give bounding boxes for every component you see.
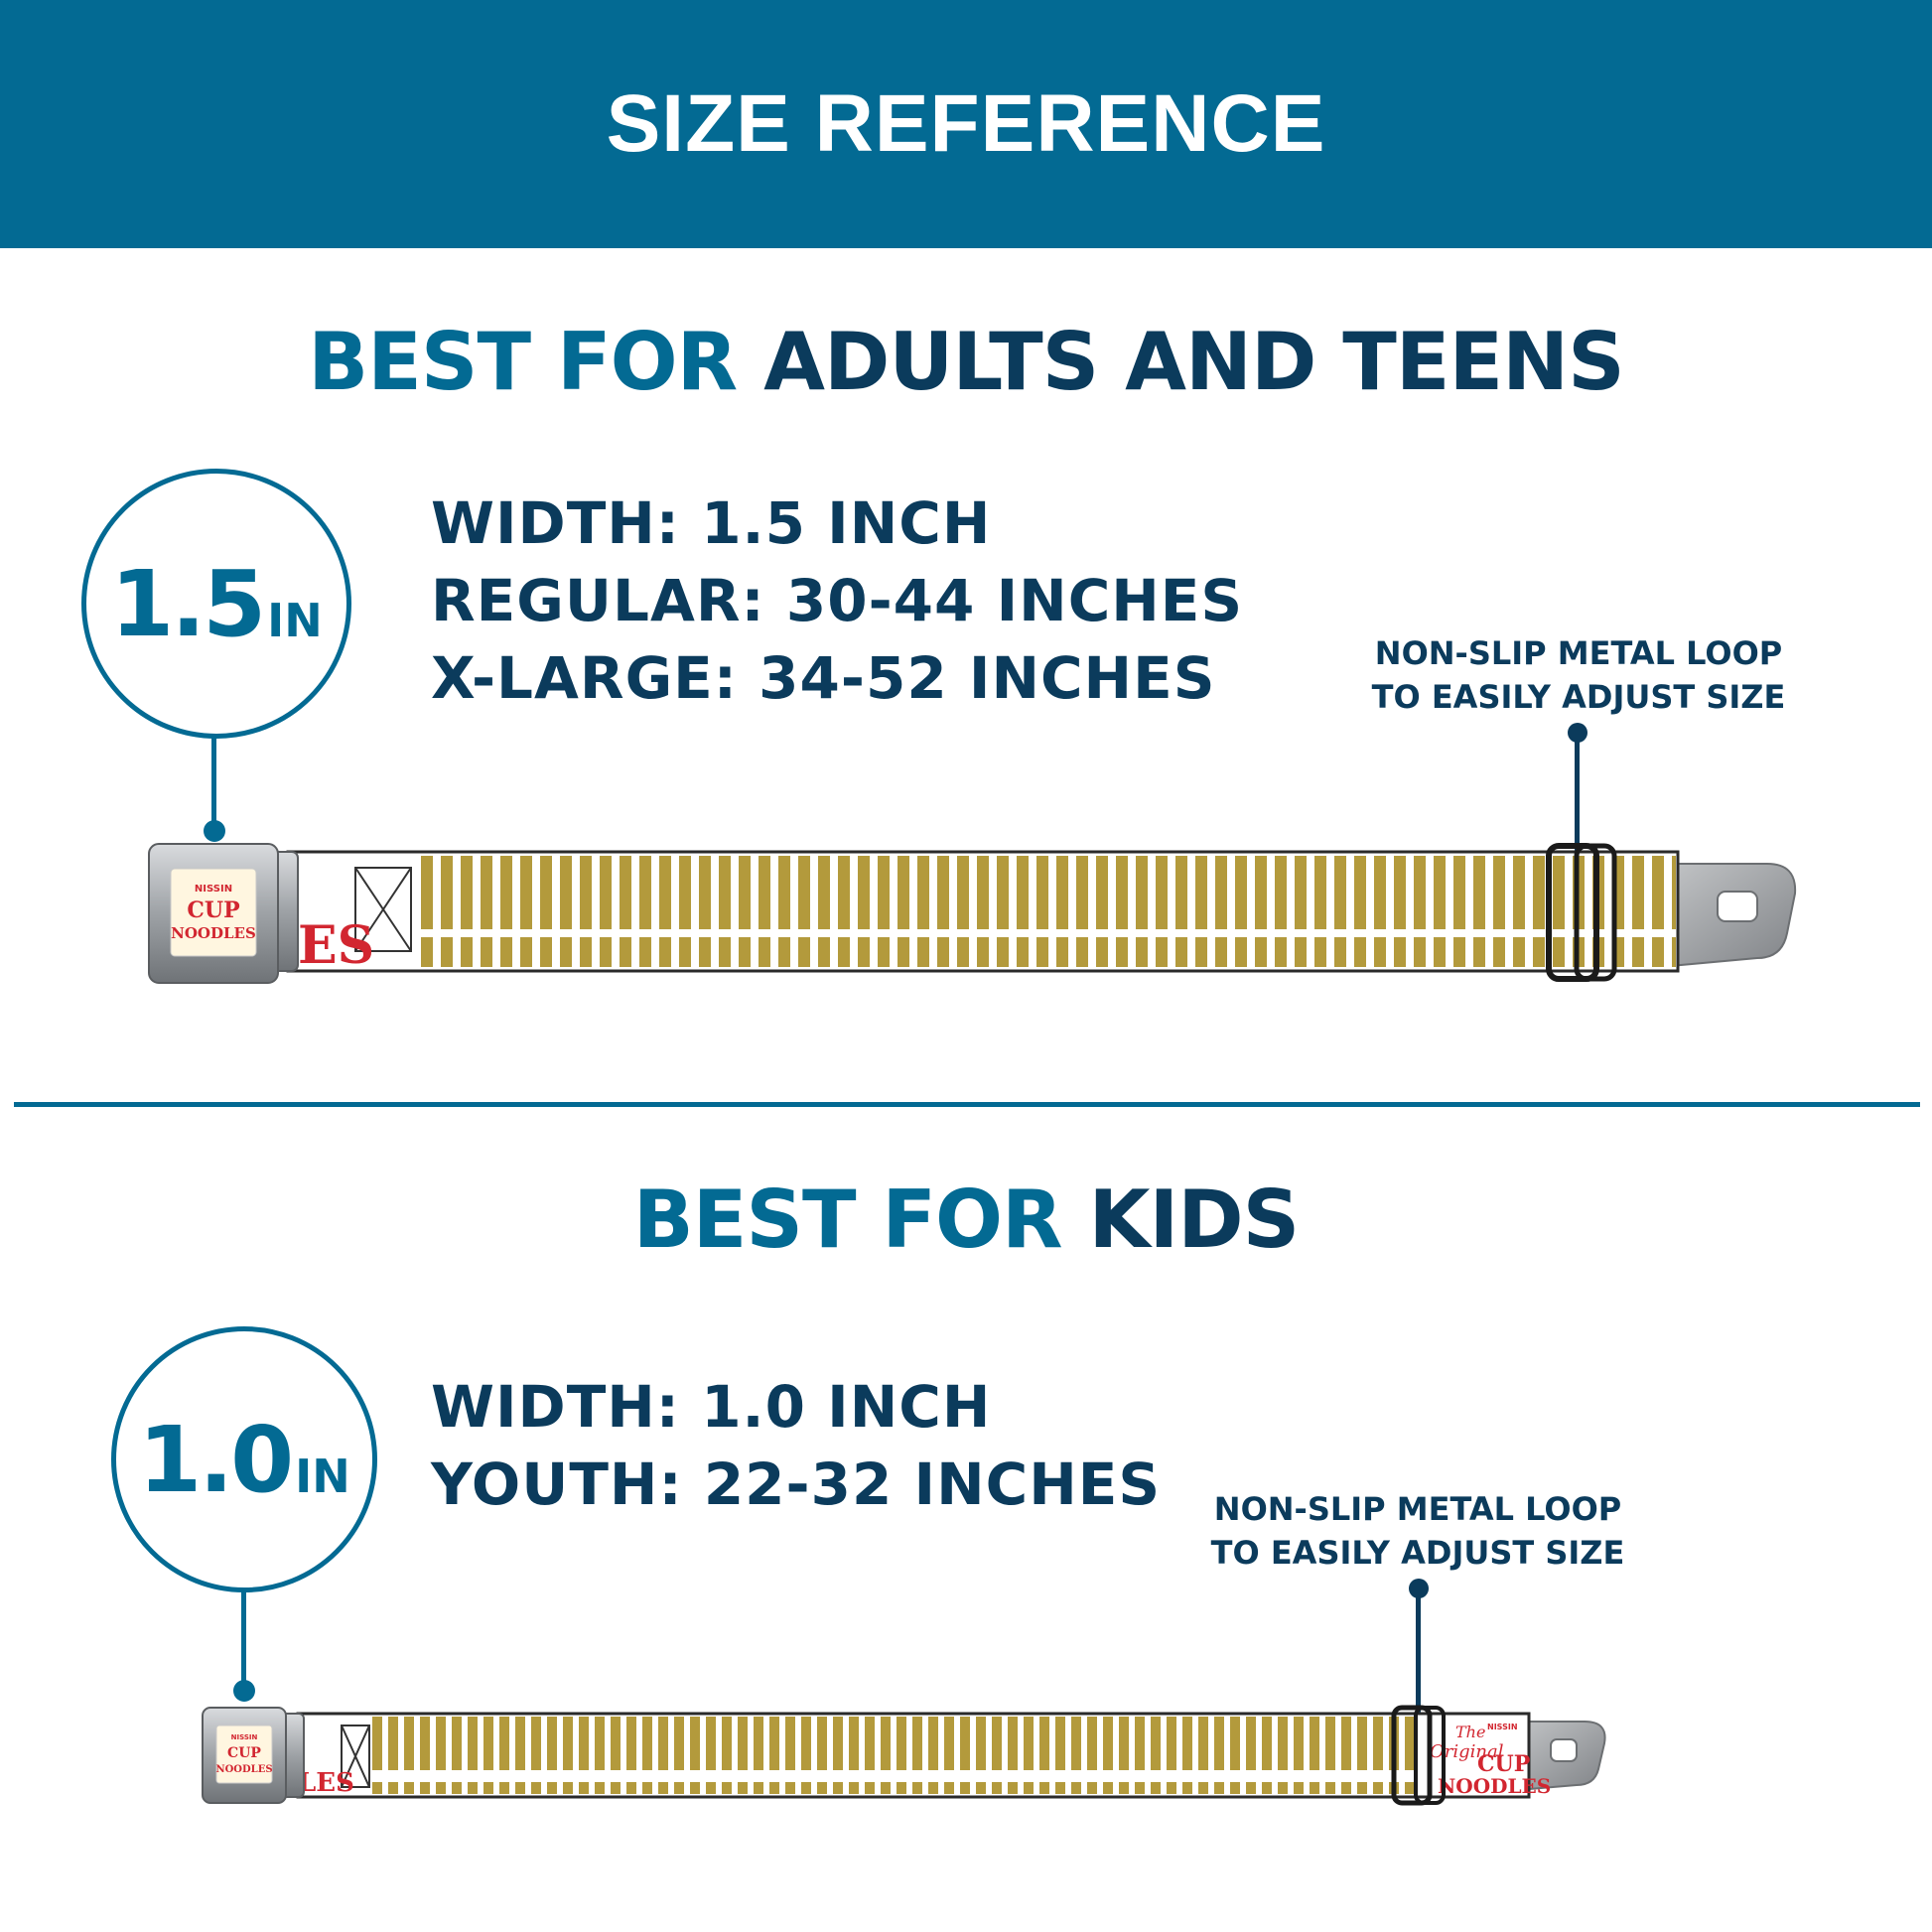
adult-specs: WIDTH: 1.5 INCH REGULAR: 30-44 INCHES X-… [431, 484, 1243, 717]
kids-belt-stripes [371, 1717, 1414, 1794]
kids-end-print-2: Original [1430, 1741, 1504, 1762]
adult-width-badge: 1.5 IN [81, 469, 351, 739]
adult-belt: ES NISSIN CUP NOODLES [148, 843, 1797, 984]
kids-title-accent: BEST FOR [632, 1173, 1063, 1266]
kids-badge-number: 1.0 [138, 1406, 294, 1513]
kids-belt-loop-slider [1391, 1705, 1433, 1806]
adult-buckle-brand-bottom: NOODLES [171, 924, 256, 942]
adult-title-accent: BEST FOR [308, 316, 738, 408]
kids-callout-line2: TO EASILY ADJUST SIZE [1210, 1534, 1625, 1572]
kids-spec-youth: YOUTH: 22-32 INCHES [431, 1450, 1162, 1518]
kids-section-title: BEST FOR KIDS [0, 1173, 1932, 1266]
adult-callout-line1: NON-SLIP METAL LOOP [1374, 634, 1783, 672]
header-banner: SIZE REFERENCE [0, 0, 1932, 248]
adult-buckle-logo [170, 868, 257, 957]
kids-end-print-3: CUP [1477, 1751, 1530, 1777]
adult-spec-xlarge: X-LARGE: 34-52 INCHES [431, 644, 1216, 712]
kids-buckle-brand-mid: CUP [227, 1745, 261, 1761]
adult-buckle-brand-mid: CUP [187, 897, 239, 923]
kids-callout: NON-SLIP METAL LOOP TO EASILY ADJUST SIZ… [1160, 1487, 1676, 1575]
adult-buckle-brand-top: NISSIN [195, 884, 232, 895]
adult-badge-connector [211, 737, 216, 831]
adult-belt-loop-slider [1546, 843, 1599, 982]
adult-callout-connector [1575, 733, 1580, 852]
adult-spec-regular: REGULAR: 30-44 INCHES [431, 567, 1244, 634]
kids-specs: WIDTH: 1.0 INCH YOUTH: 22-32 INCHES [431, 1368, 1161, 1523]
kids-belt: LES The Original CUP NOODLES NISSIN NISS… [202, 1705, 1606, 1806]
kids-strap-print: LES [298, 1768, 354, 1798]
kids-buckle-brand-top: NISSIN [231, 1733, 258, 1741]
kids-end-print-4: NOODLES [1438, 1774, 1551, 1798]
kids-callout-connector [1416, 1588, 1421, 1718]
kids-buckle-brand-bottom: NOODLES [215, 1764, 272, 1775]
kids-end-print-1: The [1455, 1723, 1485, 1741]
adult-section-title: BEST FOR ADULTS AND TEENS [0, 316, 1932, 408]
adult-callout-line2: TO EASILY ADJUST SIZE [1371, 678, 1786, 716]
kids-buckle-logo [215, 1725, 273, 1784]
kids-badge-connector [241, 1590, 246, 1690]
kids-end-print-5: NISSIN [1487, 1723, 1518, 1731]
adult-badge-dot [204, 820, 225, 842]
page-title: SIZE REFERENCE [606, 78, 1326, 169]
kids-badge-unit: IN [295, 1449, 350, 1503]
kids-title-rest: KIDS [1088, 1173, 1301, 1266]
kids-badge-dot [233, 1680, 255, 1702]
adult-badge-number: 1.5 [110, 550, 266, 657]
adult-strap-print: ES [298, 915, 374, 976]
adult-callout: NON-SLIP METAL LOOP TO EASILY ADJUST SIZ… [1320, 631, 1837, 719]
kids-belt-tongue-slot [1550, 1738, 1578, 1762]
adult-belt-stripes [415, 856, 1676, 967]
adult-belt-tongue-slot [1717, 891, 1758, 922]
section-divider [14, 1102, 1920, 1107]
kids-spec-width: WIDTH: 1.0 INCH [431, 1373, 992, 1441]
adult-title-rest: ADULTS AND TEENS [763, 316, 1625, 408]
adult-spec-width: WIDTH: 1.5 INCH [431, 489, 992, 557]
kids-callout-line1: NON-SLIP METAL LOOP [1213, 1490, 1622, 1528]
adult-badge-unit: IN [267, 594, 323, 647]
kids-width-badge: 1.0 IN [111, 1326, 377, 1592]
